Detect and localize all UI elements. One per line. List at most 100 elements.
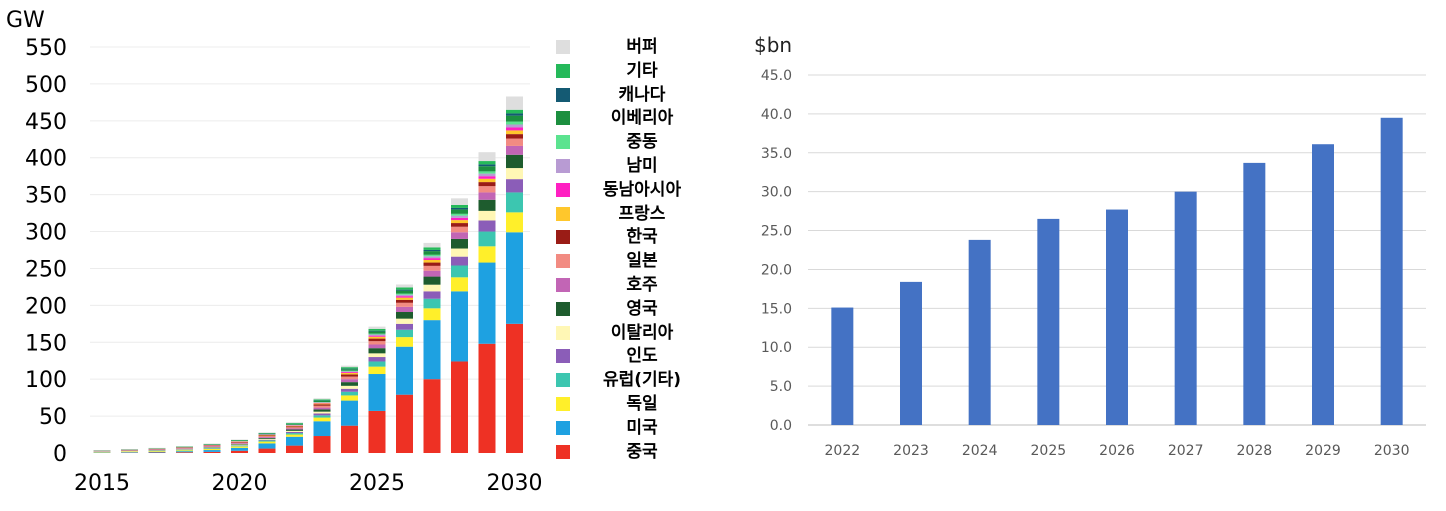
x-tick-label: 2026 [1099,443,1135,459]
bar-segment [396,330,413,337]
bar-segment [396,324,413,330]
y-tick-label: 35.0 [761,146,792,162]
legend-item: 캐나다 [552,84,722,106]
y-tick-label: 350 [25,184,67,209]
bar-segment [506,324,523,453]
x-tick-label: 2015 [74,471,130,496]
bar-segment [479,232,496,247]
bar-segment [479,179,496,182]
bar-segment [506,113,523,115]
bar-segment [314,406,331,408]
bar-segment [341,367,358,368]
legend-swatch [556,135,570,149]
bar-segment [451,205,468,208]
bar-segment [341,374,358,376]
bar-segment [149,451,166,452]
y-tick-label: 400 [25,147,67,172]
bar-segment [479,246,496,262]
bar-segment [396,303,413,307]
bar-segment [369,335,386,336]
bar-segment [369,353,386,357]
x-tick-label: 2030 [487,471,543,496]
bar-segment [479,192,496,199]
bar-segment [369,329,386,331]
legend-swatch [556,40,570,54]
legend-label: 남미 [582,155,702,177]
y-tick-label: 500 [25,73,67,98]
legend-item: 유럽(기타) [552,369,722,391]
bar-segment [121,452,138,453]
bar-segment [396,347,413,395]
x-tick-label: 2022 [825,443,861,459]
x-tick-label: 2025 [1031,443,1067,459]
bar-segment [259,443,276,448]
bar-segment [259,437,276,438]
legend-swatch [556,88,570,102]
bar-2026 [1106,210,1128,425]
legend-item: 한국 [552,226,722,248]
bar-segment [369,337,386,339]
bar-segment [506,110,523,114]
bar-segment [479,186,496,192]
bar-segment [369,331,386,332]
bar-segment [286,433,303,434]
y-tick-label: 40.0 [761,107,792,123]
x-tick-label: 2030 [1374,443,1410,459]
bar-segment [451,361,468,453]
bar-segment [341,372,358,373]
legend-swatch [556,397,570,411]
x-tick-label: 2027 [1168,443,1204,459]
legend-label: 일본 [582,250,702,272]
bar-segment [259,436,276,437]
bar-segment [314,398,331,399]
bar-segment [341,389,358,392]
legend-label: 인도 [582,345,702,367]
bar-segment [479,200,496,211]
legend-label: 동남아시아 [582,179,702,201]
bar-stack-2030 [506,96,523,453]
y-tick-label: 0 [53,442,67,467]
bar-segment [479,164,496,166]
bar-segment [231,442,248,443]
bar-segment [369,361,386,366]
bar-segment [231,442,248,443]
y-tick-label: 10.0 [761,340,792,356]
bar-segment [424,258,441,260]
bar-segment [286,430,303,431]
legend-swatch [556,230,570,244]
legend-item: 중동 [552,131,722,153]
bar-segment [204,448,221,449]
legend-item: 이탈리아 [552,322,722,344]
legend-item: 미국 [552,417,722,439]
bar-segment [286,424,303,425]
bar-segment [451,239,468,249]
x-tick-label: 2020 [212,471,268,496]
bar-segment [396,290,413,291]
bar-stack-2018 [176,446,193,453]
bar-segment [204,452,221,453]
y-tick-label: 0.0 [770,418,792,434]
bar-segment [341,382,358,386]
bar-segment [149,452,166,453]
bar-stack-2016 [121,449,138,453]
bar-segment [396,287,413,289]
bar-segment [424,266,441,271]
legend-item: 이베리아 [552,107,722,129]
bar-segment [286,423,303,424]
bar-segment [314,421,331,436]
bar-segment [259,449,276,453]
legend-swatch [556,183,570,197]
legend-label: 미국 [582,417,702,439]
bar-segment [314,408,331,410]
bar-segment [451,218,468,220]
bar-segment [479,182,496,186]
bar-segment [451,249,468,257]
bar-segment [204,449,221,450]
bar-segment [341,386,358,389]
bar-segment [286,446,303,453]
bar-segment [176,452,193,453]
bar-segment [231,443,248,444]
legend-swatch [556,111,570,125]
bar-stack-2019 [204,444,221,453]
